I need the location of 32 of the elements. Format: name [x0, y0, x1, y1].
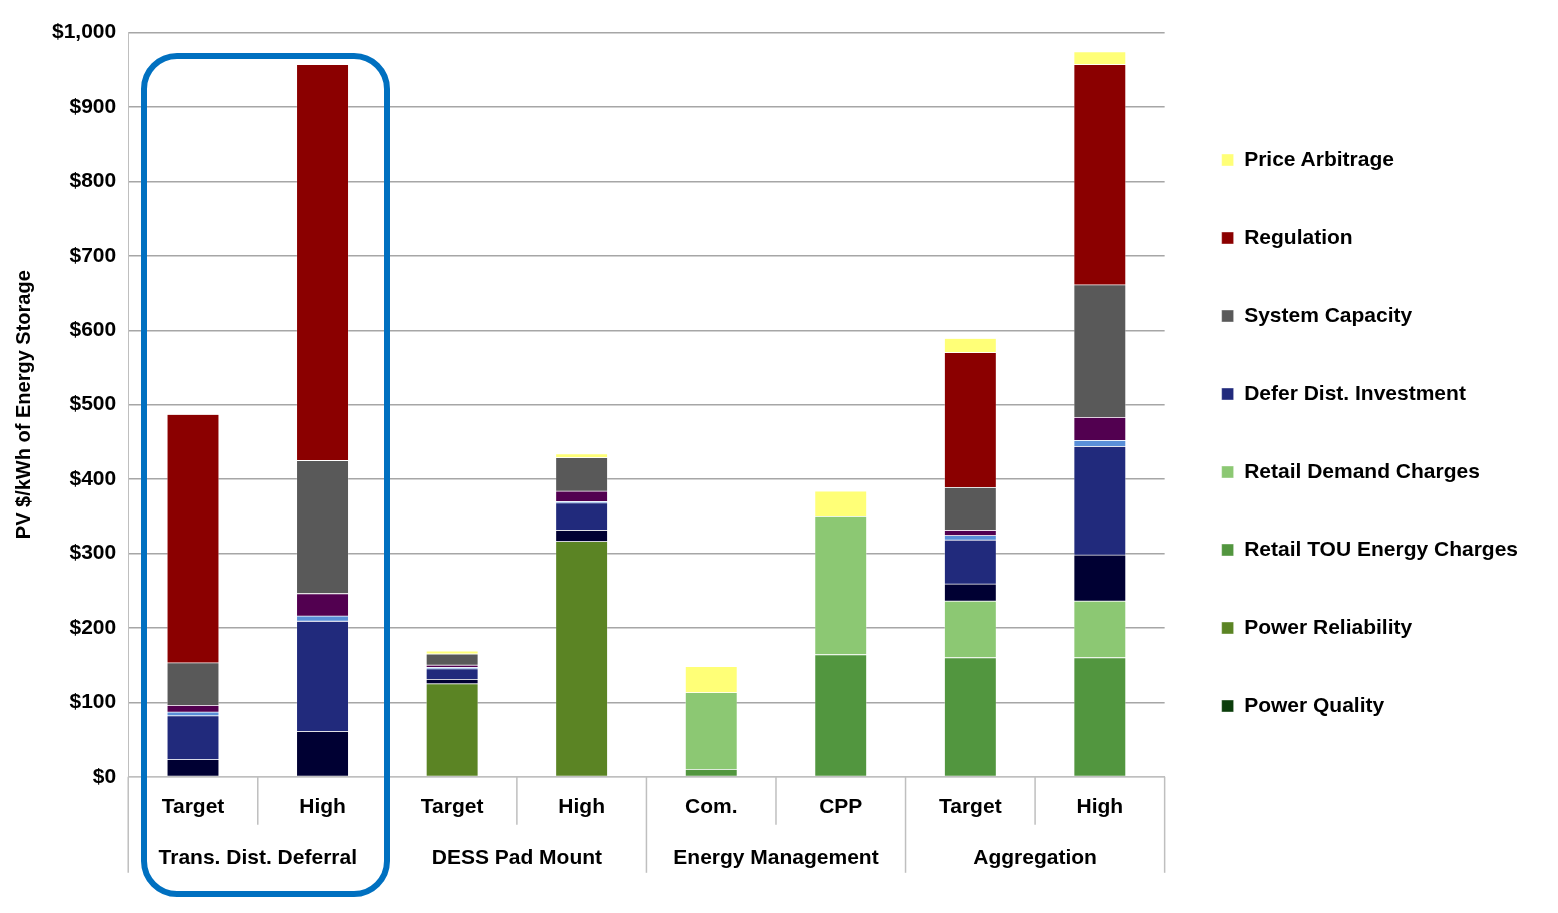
legend-label: Power Reliability — [1244, 614, 1413, 638]
x-tick-label: Target — [939, 794, 1002, 818]
y-axis-title: PV $/kWh of Energy Storage — [11, 270, 34, 540]
x-tick-label: Target — [161, 794, 225, 818]
legend-label: Price Arbitrage — [1244, 146, 1394, 170]
y-tick-label: $300 — [69, 540, 117, 564]
text: Aggregation — [973, 844, 1097, 868]
y-tick-label: $0 — [92, 763, 117, 787]
text: DESS Pad Mount — [431, 844, 603, 868]
x-tick-label: Target — [420, 794, 484, 818]
y-tick-label: $200 — [69, 614, 117, 638]
legend-label: Retail Demand Charges — [1244, 458, 1480, 482]
x-tick-label: Com. — [684, 794, 738, 818]
legend-label: Regulation — [1244, 224, 1353, 248]
y-tick-label: $600 — [69, 317, 117, 341]
x-tick-label: High — [299, 794, 346, 818]
legend-label: System Capacity — [1244, 302, 1413, 326]
legend-label: Defer Dist. Investment — [1244, 380, 1466, 404]
x-tick-label: High — [1076, 794, 1124, 818]
text: Trans. Dist. Deferral — [158, 844, 357, 868]
x-tick-label: High — [558, 794, 605, 818]
legend-label: Retail TOU Energy Charges — [1244, 536, 1519, 560]
y-tick-label: $900 — [69, 93, 117, 117]
legend-label: Power Quality — [1244, 692, 1385, 716]
y-tick-label: $400 — [69, 465, 117, 489]
y-tick-label: $100 — [69, 689, 117, 713]
y-tick-label: $500 — [69, 391, 117, 415]
y-tick-label: $800 — [69, 168, 117, 192]
text: Energy Management — [673, 844, 879, 868]
y-tick-label: $700 — [69, 242, 117, 266]
y-tick-label: $1,000 — [52, 19, 117, 43]
x-tick-label: CPP — [819, 794, 863, 818]
